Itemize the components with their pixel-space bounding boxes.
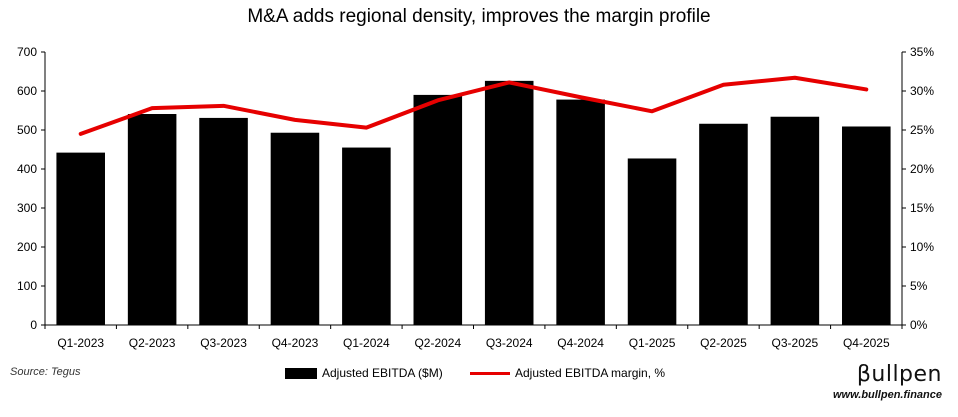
y-left-tick-label: 300	[17, 201, 37, 215]
brand: βullpen www.bullpen.finance	[833, 362, 942, 401]
y-left-tick-label: 700	[17, 45, 37, 59]
bar-q2-2025	[699, 123, 748, 325]
x-tick-label: Q4-2023	[272, 336, 319, 350]
y-right-tick-label: 30%	[910, 84, 934, 98]
chart-area: 0 100 200 300 400 500 600 700 0% 5% 10% 15% 20% 25% 30…	[17, 45, 934, 350]
y-left-tick-label: 0	[30, 318, 37, 332]
chart-title: M&A adds regional density, improves the …	[247, 6, 711, 27]
y-right-tick-label: 10%	[910, 240, 934, 254]
x-tick-label: Q2-2024	[414, 336, 461, 350]
y-left-tick-label: 200	[17, 240, 37, 254]
x-tick-label: Q1-2025	[629, 336, 676, 350]
y-left-tick-label: 600	[17, 84, 37, 98]
y-right-tick-label: 0%	[910, 318, 928, 332]
x-tick-label: Q2-2023	[129, 336, 176, 350]
x-tick-label: Q4-2024	[557, 336, 604, 350]
y-left-tick-label: 500	[17, 123, 37, 137]
y-left-tick-label: 400	[17, 162, 37, 176]
legend: Adjusted EBITDA ($M) Adjusted EBITDA mar…	[0, 366, 958, 386]
bar-q2-2023	[127, 114, 177, 325]
y-right-tick-label: 15%	[910, 201, 934, 215]
x-tick-label: Q4-2025	[843, 336, 890, 350]
bar-q4-2024	[556, 99, 605, 325]
x-tick-label: Q3-2024	[486, 336, 533, 350]
y-right-tick-label: 35%	[910, 45, 934, 59]
legend-bar-label: Adjusted EBITDA ($M)	[322, 366, 443, 380]
legend-line-label: Adjusted EBITDA margin, %	[515, 366, 666, 380]
y-right-tick-label: 25%	[910, 123, 934, 137]
y-right-tick-label: 5%	[910, 279, 928, 293]
legend-item-bar: Adjusted EBITDA ($M)	[285, 366, 443, 380]
bar-q1-2024	[342, 147, 391, 325]
bar-q3-2024	[484, 80, 534, 325]
bar-q4-2023	[270, 132, 320, 325]
legend-bar-swatch	[285, 367, 317, 379]
x-tick-label: Q3-2025	[772, 336, 819, 350]
bar-q1-2025	[627, 158, 677, 325]
bar-q1-2023	[56, 152, 105, 325]
x-tick-label: Q1-2024	[343, 336, 390, 350]
bar-q3-2025	[770, 116, 820, 326]
source-note: Source: Tegus	[10, 366, 81, 378]
x-tick-label: Q3-2023	[200, 336, 247, 350]
brand-url: www.bullpen.finance	[833, 389, 942, 401]
bar-q2-2024	[413, 94, 463, 326]
brand-logo: βullpen	[856, 362, 942, 387]
legend-line-swatch	[470, 371, 510, 375]
x-tick-label: Q2-2025	[700, 336, 747, 350]
legend-item-line: Adjusted EBITDA margin, %	[470, 366, 665, 380]
x-axis-labels: Q1-2023 Q2-2023 Q3-2023 Q4-2023 Q1-2024 Q2-20…	[44, 325, 903, 350]
margin-line	[78, 75, 869, 136]
line-series	[78, 75, 869, 136]
x-tick-label: Q1-2023	[57, 336, 104, 350]
bar-series	[56, 80, 891, 326]
bar-q3-2023	[199, 117, 248, 325]
y-right-tick-label: 20%	[910, 162, 934, 176]
bar-q4-2025	[842, 126, 891, 326]
y-left-tick-label: 100	[17, 279, 37, 293]
